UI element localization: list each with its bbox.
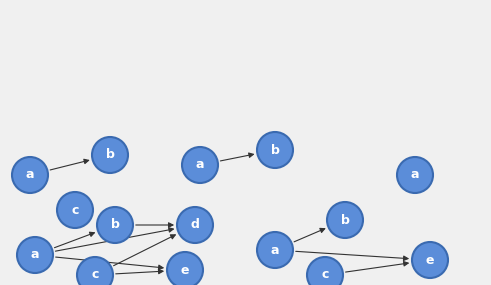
Text: a: a: [196, 158, 204, 172]
Text: a: a: [411, 168, 419, 182]
Text: a: a: [26, 168, 34, 182]
Circle shape: [17, 237, 53, 273]
Circle shape: [257, 132, 293, 168]
Circle shape: [397, 157, 433, 193]
Circle shape: [167, 252, 203, 285]
Circle shape: [412, 242, 448, 278]
Text: b: b: [341, 213, 350, 227]
Text: e: e: [181, 264, 189, 276]
Text: b: b: [106, 148, 114, 162]
Circle shape: [77, 257, 113, 285]
Text: e: e: [426, 253, 434, 266]
Text: c: c: [71, 203, 79, 217]
Circle shape: [177, 207, 213, 243]
Circle shape: [307, 257, 343, 285]
Text: a: a: [31, 249, 39, 262]
Circle shape: [57, 192, 93, 228]
Text: c: c: [321, 268, 328, 282]
Text: b: b: [110, 219, 119, 231]
Text: b: b: [271, 144, 279, 156]
Circle shape: [327, 202, 363, 238]
Text: c: c: [91, 268, 99, 282]
Circle shape: [97, 207, 133, 243]
Text: d: d: [191, 219, 199, 231]
Circle shape: [257, 232, 293, 268]
Circle shape: [12, 157, 48, 193]
Circle shape: [182, 147, 218, 183]
Circle shape: [92, 137, 128, 173]
Text: a: a: [271, 243, 279, 256]
